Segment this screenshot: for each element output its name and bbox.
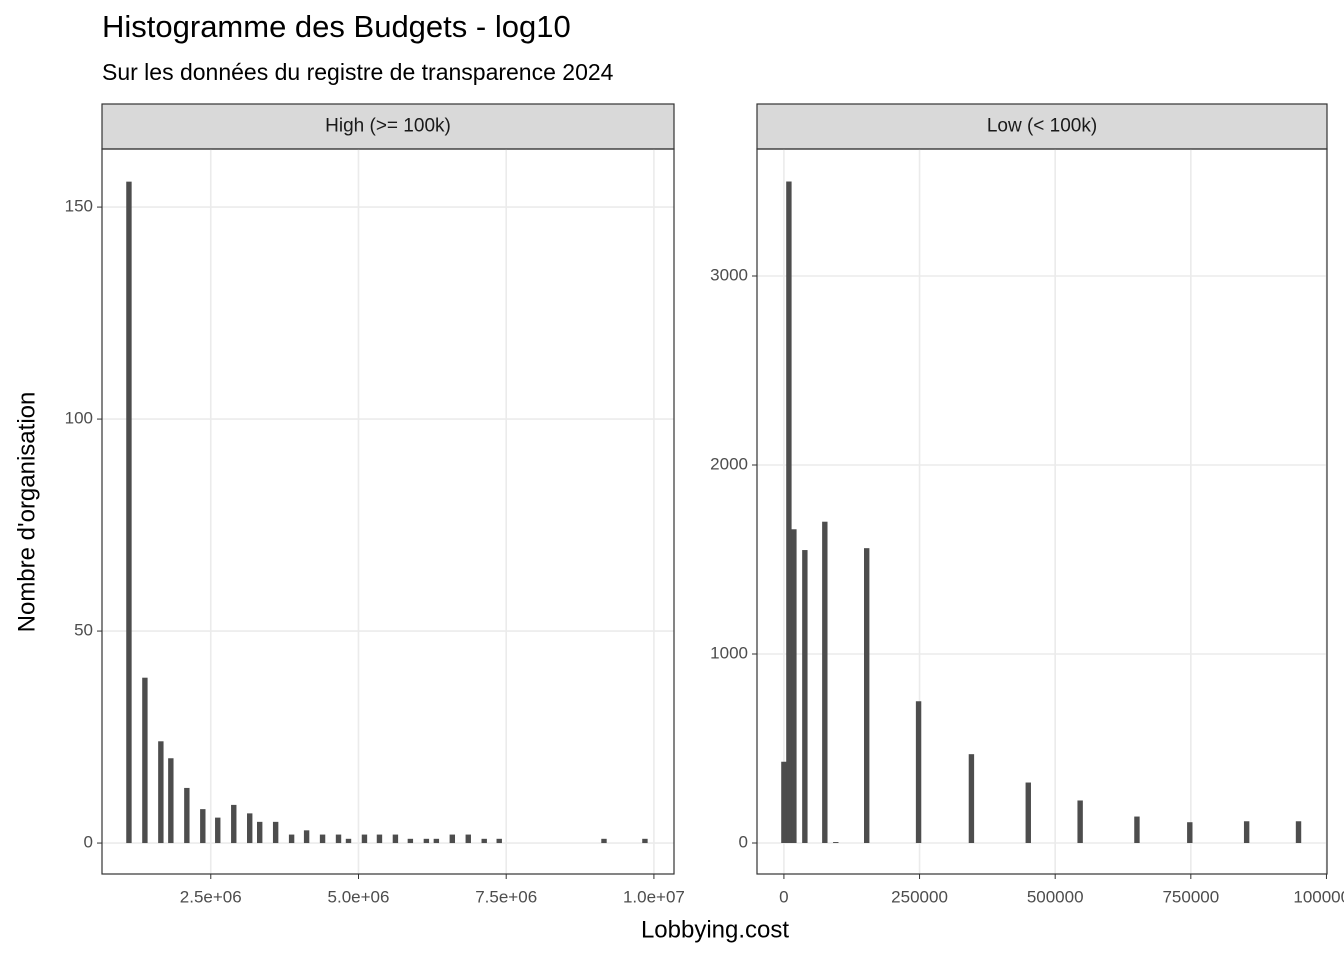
bar	[184, 787, 190, 844]
bar	[465, 834, 471, 844]
bar	[1187, 822, 1193, 844]
bar	[376, 834, 383, 844]
x-tick-label: 7.5e+06	[475, 887, 537, 906]
bar	[481, 838, 487, 844]
x-tick-label: 250000	[891, 887, 948, 906]
bar	[231, 804, 237, 844]
bar	[423, 838, 430, 844]
bar	[1243, 821, 1250, 844]
y-tick-label: 1000	[710, 643, 748, 662]
bar	[256, 821, 263, 844]
x-tick-label: 1000000	[1293, 887, 1344, 906]
bar	[1025, 782, 1031, 844]
bar	[433, 838, 440, 844]
y-tick-label: 150	[65, 197, 93, 216]
bar	[272, 821, 279, 844]
bar	[288, 834, 295, 844]
strip	[101, 103, 675, 150]
bar	[496, 838, 502, 844]
bar	[449, 834, 456, 844]
bar	[1295, 821, 1302, 844]
x-tick-label: 500000	[1027, 887, 1084, 906]
bar	[781, 761, 787, 844]
bar	[968, 754, 975, 844]
bar	[142, 677, 148, 844]
bar	[392, 834, 399, 844]
bar	[864, 548, 870, 844]
bar	[303, 830, 310, 844]
chart-title: Histogramme des Budgets - log10	[102, 9, 571, 44]
x-tick-label: 2.5e+06	[180, 887, 242, 906]
x-tick-label: 750000	[1162, 887, 1219, 906]
bar	[833, 842, 839, 844]
panel-border	[101, 148, 675, 875]
x-tick-label: 5.0e+06	[328, 887, 390, 906]
bar	[786, 181, 792, 844]
bar	[642, 838, 648, 844]
y-tick-label: 0	[739, 832, 748, 851]
chart-subtitle: Sur les données du registre de transpare…	[102, 59, 614, 85]
bar	[361, 834, 368, 844]
y-tick-label: 3000	[710, 265, 748, 284]
y-tick-label: 100	[65, 409, 93, 428]
x-axis-label: Lobbying.cost	[641, 916, 789, 943]
bar	[802, 550, 808, 844]
bar	[319, 834, 326, 844]
strip-title: Low (< 100k)	[987, 116, 1097, 137]
bar	[1134, 816, 1140, 844]
y-tick-label: 50	[74, 621, 93, 640]
y-tick-label: 0	[84, 833, 93, 852]
bar	[345, 838, 352, 844]
bar	[791, 529, 797, 844]
bar	[1077, 800, 1083, 844]
bar	[822, 521, 828, 844]
bar	[247, 813, 253, 844]
x-tick-label: 0	[779, 887, 788, 906]
bar	[407, 838, 414, 844]
strip-title: High (>= 100k)	[325, 116, 451, 137]
bar	[200, 809, 206, 844]
y-tick-label: 2000	[710, 454, 748, 473]
panel-border	[756, 148, 1328, 875]
bar	[601, 838, 607, 844]
bar	[126, 181, 132, 844]
bar	[915, 701, 922, 844]
bar	[335, 834, 342, 844]
bar	[168, 758, 174, 844]
bar	[158, 741, 164, 844]
y-axis-label: Nombre d'organisation	[13, 392, 40, 633]
x-tick-label: 1.0e+07	[623, 887, 685, 906]
bar	[215, 817, 221, 844]
